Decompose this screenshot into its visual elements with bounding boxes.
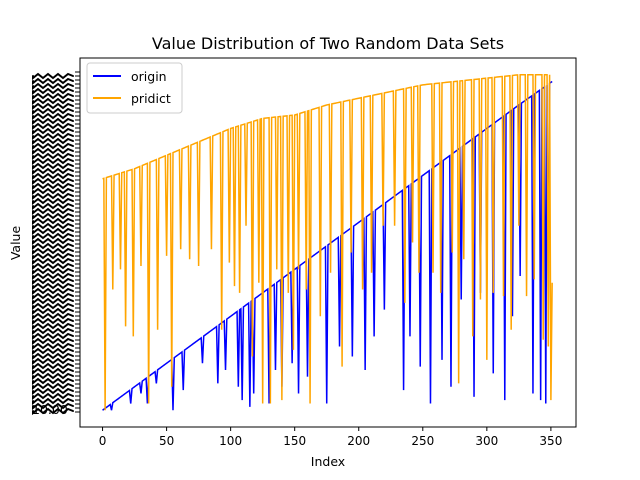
y-dense-tick-label <box>32 387 74 396</box>
y-dense-tick-label <box>32 232 74 241</box>
y-dense-tick-label <box>32 162 74 171</box>
y-dense-tick-label <box>32 87 74 96</box>
y-dense-tick-label <box>32 362 74 371</box>
y-dense-tick-label <box>32 237 74 246</box>
y-dense-tick-label <box>32 187 74 196</box>
y-dense-tick-label <box>32 227 74 236</box>
x-tick-label: 250 <box>411 434 434 448</box>
y-dense-tick-label <box>32 137 74 146</box>
legend: origin pridict <box>86 62 183 114</box>
y-dense-tick-label <box>32 287 74 296</box>
series-line-origin <box>102 80 553 411</box>
y-dense-tick-label <box>32 112 74 121</box>
legend-label-pridict: pridict <box>131 91 171 106</box>
legend-label-origin: origin <box>131 69 167 84</box>
y-dense-tick-label <box>32 302 74 311</box>
y-dense-tick-label <box>32 327 74 336</box>
y-dense-tick-label <box>32 312 74 321</box>
y-dense-tick-label <box>32 152 74 161</box>
y-dense-tick-label <box>32 352 74 361</box>
y-dense-tick-label <box>32 147 74 156</box>
y-dense-tick-label <box>32 257 74 266</box>
y-dense-tick-label <box>32 402 74 411</box>
y-dense-tick-label <box>32 397 74 406</box>
y-dense-tick-label <box>32 262 74 271</box>
y-dense-tick-label <box>32 92 74 101</box>
y-dense-tick-label <box>32 307 74 316</box>
x-tick-label: 100 <box>219 434 242 448</box>
y-dense-tick-label <box>32 132 74 141</box>
y-dense-tick-label <box>32 267 74 276</box>
y-dense-tick-label <box>32 72 74 81</box>
y-dense-tick-label <box>32 252 74 261</box>
y-dense-tick-label <box>32 182 74 191</box>
y-dense-tick-label <box>32 177 74 186</box>
y-dense-tick-label <box>32 172 74 181</box>
y-dense-tick-label <box>32 342 74 351</box>
y-dense-tick-label <box>32 347 74 356</box>
y-dense-tick-label <box>32 332 74 341</box>
y-dense-tick-label <box>32 127 74 136</box>
y-dense-tick-label <box>32 197 74 206</box>
y-tick-label-bottom: 10.00 <box>32 402 68 417</box>
y-dense-tick-label <box>32 157 74 166</box>
y-dense-tick-label <box>32 107 74 116</box>
y-dense-tick-label <box>32 82 74 91</box>
y-dense-tick-label <box>32 242 74 251</box>
y-dense-tick-label <box>32 207 74 216</box>
y-dense-tick-label <box>32 392 74 401</box>
y-dense-tick-label <box>32 272 74 281</box>
plot-frame <box>79 57 577 428</box>
series-layer <box>102 74 553 411</box>
y-dense-tick-label <box>32 357 74 366</box>
y-dense-tick-label <box>32 337 74 346</box>
chart-title: Value Distribution of Two Random Data Se… <box>152 34 504 53</box>
y-dense-tick-label <box>32 367 74 376</box>
y-dense-tick-label <box>32 217 74 226</box>
y-dense-tick-label <box>32 192 74 201</box>
y-dense-tick-label <box>32 212 74 221</box>
x-tick-label: 350 <box>539 434 562 448</box>
x-axis-ticks: 0 50 100 150 200 250 300 350 <box>99 427 562 448</box>
x-tick-label: 50 <box>159 434 174 448</box>
y-dense-tick-label <box>32 407 74 416</box>
y-dense-tick-label <box>32 202 74 211</box>
x-tick-label: 150 <box>283 434 306 448</box>
x-tick-label: 0 <box>99 434 107 448</box>
y-axis-dense-ticks <box>32 71 80 416</box>
y-dense-tick-label <box>32 102 74 111</box>
y-dense-tick-label <box>32 222 74 231</box>
y-dense-tick-label <box>32 167 74 176</box>
y-dense-tick-label <box>32 122 74 131</box>
y-dense-tick-label <box>32 282 74 291</box>
x-tick-label: 200 <box>347 434 370 448</box>
y-dense-tick-label <box>32 317 74 326</box>
y-dense-tick-label <box>32 277 74 286</box>
y-dense-tick-label <box>32 322 74 331</box>
y-dense-tick-label <box>32 377 74 386</box>
y-axis-label: Value <box>8 226 23 261</box>
y-dense-tick-label <box>32 382 74 391</box>
y-dense-tick-label <box>32 97 74 106</box>
series-line-pridict <box>102 74 553 411</box>
y-dense-tick-label <box>32 297 74 306</box>
x-axis-label: Index <box>311 454 345 469</box>
y-dense-tick-label <box>32 142 74 151</box>
y-dense-tick-label <box>32 372 74 381</box>
y-dense-tick-label <box>32 247 74 256</box>
x-tick-label: 300 <box>475 434 498 448</box>
y-dense-tick-label <box>32 77 74 86</box>
y-dense-tick-label <box>32 117 74 126</box>
y-dense-tick-label <box>32 292 74 301</box>
